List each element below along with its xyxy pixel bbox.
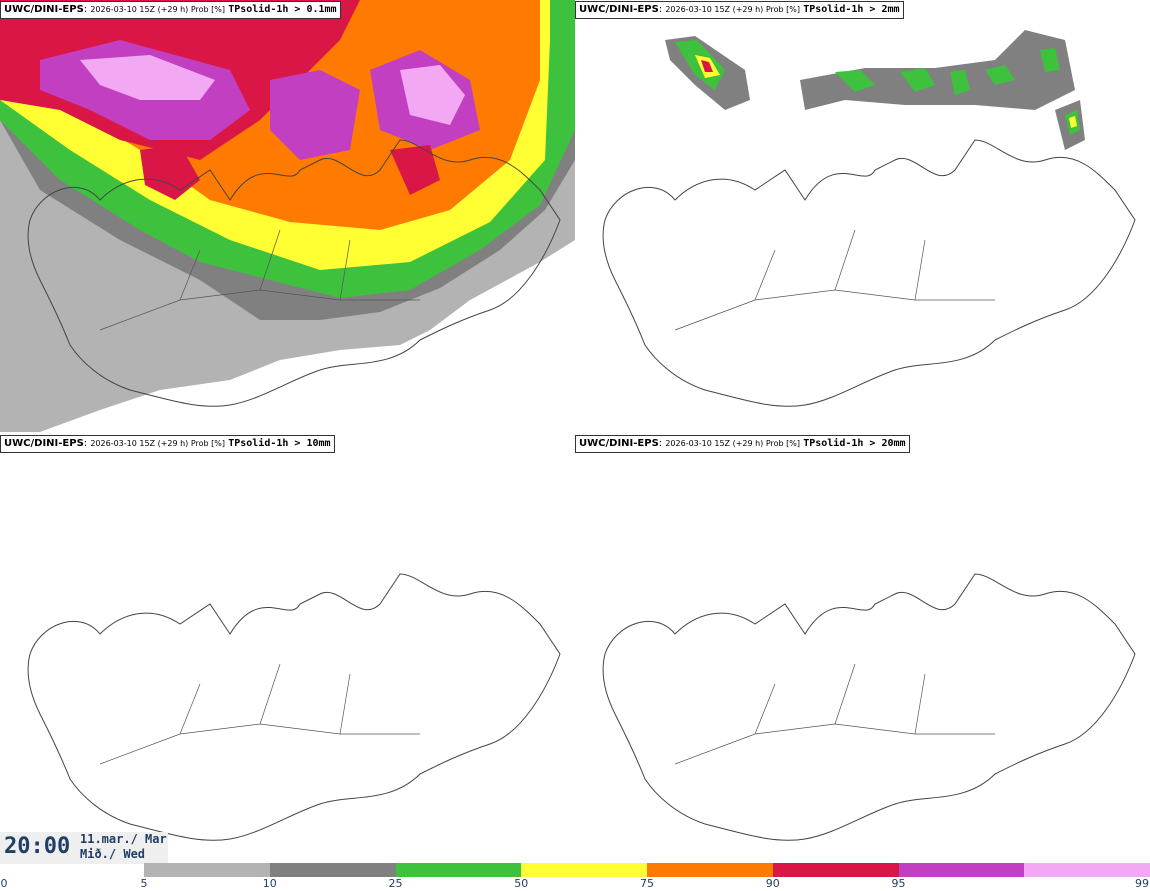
colorbar-segment xyxy=(395,863,522,877)
map-20mm xyxy=(575,434,1150,866)
map-10mm xyxy=(0,434,575,866)
map-panel-0.1mm: UWC/DINI-EPS: 2026-03-10 15Z (+29 h) Pro… xyxy=(0,0,575,432)
valid-date: 11.mar./ Mar xyxy=(80,832,167,846)
map-panel-20mm: UWC/DINI-EPS: 2026-03-10 15Z (+29 h) Pro… xyxy=(575,434,1150,866)
colorbar-tick-label: 99 xyxy=(1135,877,1149,890)
colorbar-tick-label: 75 xyxy=(640,877,654,890)
colorbar-tick-label: 95 xyxy=(891,877,906,890)
colorbar-segment xyxy=(772,863,899,877)
colorbar-segment xyxy=(647,863,773,877)
colorbar-segment xyxy=(1024,863,1150,877)
panel-title: UWC/DINI-EPS: 2026-03-10 15Z (+29 h) Pro… xyxy=(575,435,910,453)
map-2mm xyxy=(575,0,1150,432)
colorbar-tick-label: 10 xyxy=(262,877,277,890)
colorbar-tick-label: 50 xyxy=(514,877,529,890)
valid-weekday: Mið./ Wed xyxy=(80,847,146,861)
colorbar-segment xyxy=(521,863,647,877)
map-0.1mm xyxy=(0,0,575,432)
colorbar-tick-label: 25 xyxy=(388,877,403,890)
panel-title: UWC/DINI-EPS: 2026-03-10 15Z (+29 h) Pro… xyxy=(0,1,341,19)
colorbar-tick-label: 0 xyxy=(0,877,8,890)
colorbar-tick-label: 5 xyxy=(140,877,148,890)
map-panel-10mm: UWC/DINI-EPS: 2026-03-10 15Z (+29 h) Pro… xyxy=(0,434,575,866)
colorbar-segment xyxy=(144,863,270,877)
valid-time: 20:00 xyxy=(4,834,71,859)
colorbar-segment xyxy=(898,863,1025,877)
colorbar-tick-label: 90 xyxy=(765,877,780,890)
valid-time-box: 20:00 11.mar./ Mar Mið./ Wed xyxy=(0,832,168,864)
map-panel-2mm: UWC/DINI-EPS: 2026-03-10 15Z (+29 h) Pro… xyxy=(575,0,1150,432)
panel-title: UWC/DINI-EPS: 2026-03-10 15Z (+29 h) Pro… xyxy=(575,1,904,19)
colorbar-segment xyxy=(269,863,396,877)
panel-title: UWC/DINI-EPS: 2026-03-10 15Z (+29 h) Pro… xyxy=(0,435,335,453)
colorbar xyxy=(144,863,1150,877)
